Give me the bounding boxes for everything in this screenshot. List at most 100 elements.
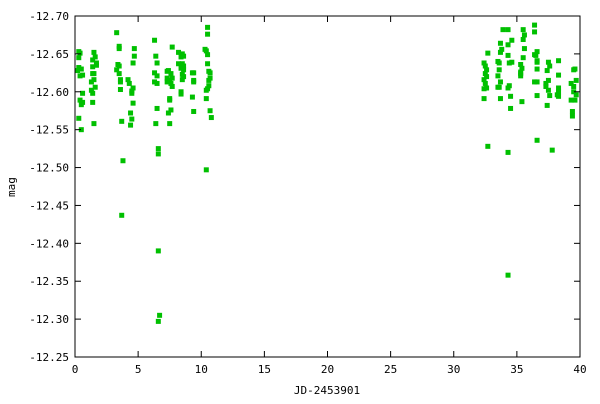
data-point (497, 96, 503, 102)
x-tick-label: 40 (573, 363, 586, 376)
data-point (131, 46, 137, 52)
data-point (556, 93, 562, 99)
data-point (544, 102, 550, 108)
data-point (573, 77, 579, 83)
data-point (481, 77, 487, 83)
data-point (521, 46, 527, 52)
data-point (556, 72, 562, 78)
data-point (569, 113, 575, 119)
data-point (203, 167, 209, 173)
y-axis: -12.70 -12.65 -12.60 -12.55 -12.50 -12.45 -12.… (29, 10, 580, 364)
data-point (117, 79, 123, 85)
data-point (129, 90, 135, 96)
data-point (547, 63, 553, 69)
data-point (534, 66, 540, 72)
data-point (556, 85, 562, 91)
data-point (168, 80, 174, 86)
data-point (169, 83, 175, 89)
data-point (88, 87, 94, 93)
data-point (76, 65, 82, 71)
data-point (154, 80, 160, 86)
data-point (77, 50, 83, 56)
data-point (77, 97, 83, 103)
data-point (521, 32, 527, 38)
x-tick-label: 30 (447, 363, 460, 376)
data-point (179, 77, 185, 83)
data-point (496, 60, 502, 66)
data-point (114, 30, 120, 36)
data-point (484, 74, 490, 80)
data-point (509, 37, 515, 43)
data-point (178, 54, 184, 60)
data-point (520, 55, 526, 61)
data-point (495, 73, 501, 79)
data-point (168, 107, 174, 113)
data-point (518, 73, 524, 79)
data-point (569, 108, 575, 114)
data-point (78, 66, 84, 72)
data-point (77, 73, 83, 79)
data-point (130, 60, 136, 66)
data-point (165, 68, 171, 74)
y-tick-label: -12.45 (29, 199, 69, 212)
data-point (152, 79, 158, 85)
data-point (78, 102, 84, 108)
data-point (181, 53, 187, 59)
data-point (90, 90, 96, 96)
data-point (178, 65, 184, 71)
y-tick-label: -12.50 (29, 162, 69, 175)
data-point (203, 96, 209, 102)
data-point (568, 97, 574, 103)
data-point (497, 79, 503, 85)
x-axis: 0 5 10 15 20 25 30 35 40 (72, 16, 587, 376)
data-point (155, 146, 161, 152)
data-point (80, 72, 86, 78)
data-point (181, 63, 187, 69)
data-point (155, 248, 161, 254)
data-point (481, 60, 487, 66)
data-point (129, 116, 135, 122)
data-point (169, 44, 175, 50)
data-point (126, 80, 132, 86)
x-tick-label: 5 (135, 363, 142, 376)
data-point (532, 22, 538, 28)
data-point (88, 79, 94, 85)
data-point (533, 52, 539, 58)
data-point (152, 37, 158, 43)
data-point (181, 74, 187, 80)
data-point (520, 27, 526, 33)
data-point (154, 60, 160, 66)
data-point (91, 77, 97, 83)
data-point (534, 49, 540, 55)
data-point (154, 105, 160, 111)
data-point (76, 55, 82, 61)
data-point (496, 67, 502, 73)
data-point (169, 75, 175, 81)
data-point (534, 93, 540, 99)
data-point (545, 59, 551, 65)
data-point (157, 312, 163, 318)
data-point (205, 86, 211, 92)
data-point (90, 99, 96, 105)
data-point (164, 75, 170, 81)
data-point (120, 158, 126, 164)
data-point (153, 121, 159, 127)
data-point (155, 151, 161, 157)
data-point (543, 80, 549, 86)
data-point (128, 110, 134, 116)
data-point (206, 83, 212, 89)
data-point (119, 212, 125, 218)
data-point (205, 61, 211, 67)
data-point (91, 121, 97, 127)
data-point (91, 49, 97, 55)
data-point (519, 99, 525, 105)
data-point (189, 94, 195, 100)
data-point (482, 63, 488, 69)
data-point (207, 70, 213, 76)
data-point (506, 60, 512, 66)
y-tick-label: -12.70 (29, 10, 69, 23)
data-point (545, 87, 551, 93)
data-point (508, 93, 514, 99)
data-point (92, 84, 98, 90)
